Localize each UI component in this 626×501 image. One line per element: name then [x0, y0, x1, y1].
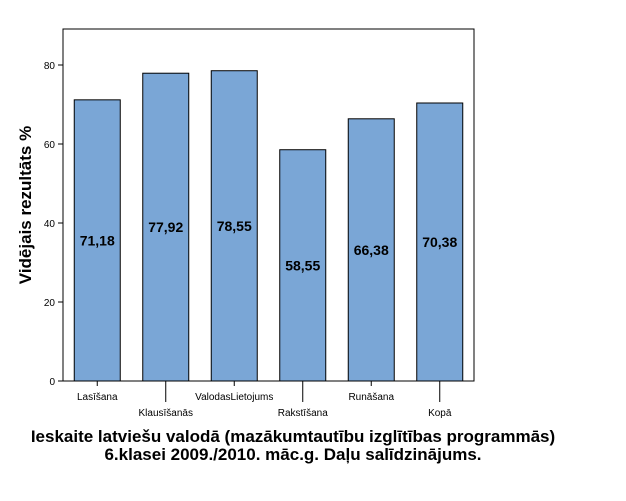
bar-value-label: 70,38: [422, 234, 457, 250]
bar: [210, 70, 258, 382]
bar: [347, 118, 395, 382]
bar-value-label: 66,38: [354, 242, 389, 258]
y-tick-label: 80: [44, 61, 56, 72]
y-axis-title: Vidējais rezultāts %: [16, 126, 35, 284]
x-tick-label: Kopā: [428, 408, 452, 419]
x-axis-title: Ieskaite latviešu valodā (mazākumtautību…: [30, 427, 556, 464]
y-tick-label: 60: [44, 140, 56, 151]
y-tick-label: 0: [49, 377, 55, 388]
y-tick-label: 40: [44, 219, 56, 230]
bar-value-label: 71,18: [80, 232, 115, 248]
bar: [279, 149, 327, 382]
x-tick-label: Rakstīšana: [278, 408, 328, 419]
bar-value-label: 77,92: [148, 219, 183, 235]
x-tick-label: Lasīšana: [77, 392, 118, 403]
y-tick-label: 20: [44, 298, 56, 309]
x-tick-label: ValodasLietojums: [195, 392, 273, 403]
bar-value-label: 78,55: [217, 218, 252, 234]
bars-group: 71,18 77,92 78,55 58,55 66,38 70,38: [73, 70, 464, 382]
bar: [416, 102, 464, 382]
x-tick-label: Runāšana: [348, 392, 394, 403]
bar: [73, 99, 121, 382]
bar-value-label: 58,55: [285, 257, 320, 273]
x-tick-label: Klausīšanās: [139, 408, 193, 419]
y-axis: 0 20 40 60 80: [44, 61, 63, 388]
plot-area: [62, 28, 475, 382]
